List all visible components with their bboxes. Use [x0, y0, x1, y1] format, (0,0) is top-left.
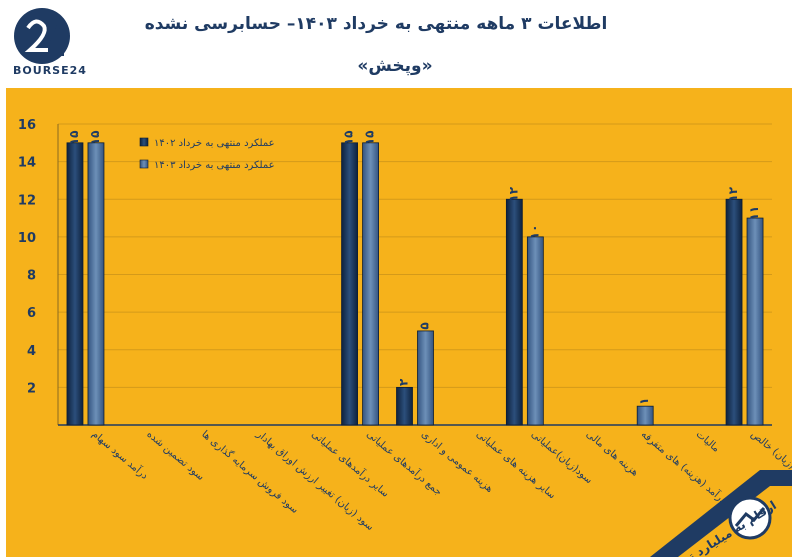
unit-badge: ارقام به میلیارد تومان: [650, 470, 792, 557]
data-label: ۱۵: [88, 130, 102, 145]
page-title: اطلاعات ۳ ماهه منتهی به خرداد ۱۴۰۳– حساب…: [144, 14, 608, 34]
bar-1403: [87, 142, 105, 426]
bar-1403: [362, 142, 379, 426]
bar-1402: [396, 386, 413, 426]
bourse24-logo-icon: [14, 8, 70, 64]
bar-1402: [505, 198, 523, 426]
bar-1402: [341, 142, 358, 426]
bar-1403: [746, 217, 764, 426]
x-tick-label: سود تضمین شده: [144, 429, 206, 483]
y-tick-label: 4: [27, 344, 36, 359]
page-subtitle: «وپخش»: [357, 56, 433, 76]
y-tick-label: 14: [18, 156, 36, 171]
y-tick-label: 16: [18, 118, 36, 133]
legend-swatch: [139, 159, 149, 169]
data-label: ۱۲: [506, 186, 520, 201]
chart-panel: 2 4 6 8 10 12 14 16 ۱۵ ۱۵ ۲ ۱۲ ۱۲ ۱۵ ۱۵ ۵ ۱۰ ۱ ۱۱ درآمد سود…: [6, 88, 792, 557]
x-tick-label: هزینه های مالی: [584, 429, 640, 479]
bar-1403: [417, 330, 434, 426]
x-tick-label: مالیات: [694, 429, 722, 455]
data-label: ۱۰: [527, 225, 541, 240]
legend-label: عملکرد منتهی به خرداد ۱۴۰۳: [154, 160, 275, 171]
data-label: ۱۱: [747, 206, 761, 221]
y-tick-label: 8: [27, 269, 36, 284]
data-label: ۵: [418, 322, 432, 329]
x-tick-label: سود (زیان) تغییر ارزش اوراق بهادار: [254, 428, 376, 533]
data-label: ۱۵: [67, 130, 81, 145]
bar-1402: [66, 142, 84, 426]
x-tick-label: درآمد سود سهام: [90, 427, 151, 481]
data-label: ۱۲: [726, 186, 740, 201]
bar-1403: [526, 236, 544, 426]
y-tick-label: 12: [18, 193, 36, 208]
y-tick-label: 10: [18, 231, 36, 246]
data-label: ۱۵: [363, 130, 377, 145]
data-label: ۱: [637, 398, 651, 405]
legend-label: عملکرد منتهی به خرداد ۱۴۰۲: [154, 138, 275, 149]
y-tick-label: 6: [27, 306, 36, 321]
x-tick-label: سود فروش سرمایه گذاری ها: [199, 428, 300, 516]
header: BOURSE24 اطلاعات ۳ ماهه منتهی به خرداد ۱…: [0, 0, 792, 88]
bar-1402: [725, 198, 743, 426]
bar-1403: [636, 405, 654, 426]
logo-text: BOURSE24: [13, 64, 87, 77]
data-label: ۱۵: [342, 130, 356, 145]
legend-swatch: [139, 137, 149, 147]
y-tick-label: 2: [27, 381, 36, 396]
data-label: ۲: [397, 378, 411, 386]
